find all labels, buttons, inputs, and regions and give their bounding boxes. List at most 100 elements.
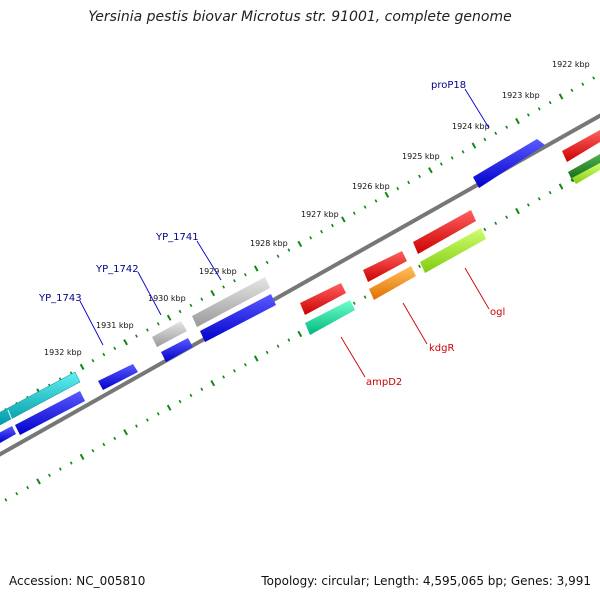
ruler-minor-tick (243, 273, 247, 277)
ruler-minor-tick (483, 227, 487, 232)
ruler-minor-tick (243, 363, 247, 367)
ruler-major-tick (166, 404, 172, 411)
ruler-major-tick (166, 314, 172, 321)
ruler-minor-tick (537, 107, 541, 111)
ruler-label-1923: 1923 kbp (502, 91, 540, 100)
ruler-minor-tick (494, 131, 498, 135)
ruler-label-1922: 1922 kbp (552, 60, 590, 69)
gene-label-yp1743[interactable]: YP_1743 (38, 293, 82, 304)
ruler-major-tick (341, 216, 346, 223)
ruler-minor-tick (233, 279, 236, 283)
ruler-label-1925: 1925 kbp (402, 152, 440, 161)
ruler-minor-tick (505, 215, 509, 219)
ruler-major-tick (558, 183, 564, 190)
ruler-minor-tick (265, 350, 269, 355)
gene-red-ogl-upper[interactable] (413, 210, 476, 254)
ruler-minor-tick (200, 387, 204, 391)
ruler-minor-tick (48, 473, 51, 477)
ruler-major-tick (210, 290, 216, 297)
gene-orange-kdgR[interactable] (369, 266, 416, 300)
ruler-minor-tick (233, 369, 236, 373)
ruler-minor-tick (309, 236, 313, 240)
gene-label-ogl[interactable]: ogl (490, 307, 505, 318)
ruler-minor-tick (189, 393, 193, 398)
ruler-minor-tick (418, 264, 421, 269)
gene-label-proP18[interactable]: proP18 (431, 80, 466, 91)
gene-red-ampD2-upper[interactable] (300, 283, 346, 315)
ruler-minor-tick (570, 178, 574, 182)
ruler-minor-tick (91, 359, 95, 363)
ruler-minor-tick (581, 82, 585, 86)
ruler-minor-tick (363, 205, 367, 209)
ruler-major-tick (123, 429, 128, 436)
ruler-major-tick (36, 478, 41, 485)
ruler-minor-tick (69, 461, 73, 465)
ruler-minor-tick (548, 190, 552, 195)
ruler-label-1931: 1931 kbp (96, 321, 134, 330)
ruler-minor-tick (363, 295, 367, 299)
ruler-major-tick (558, 93, 564, 100)
ruler-minor-tick (396, 186, 400, 191)
ruler-label-1930: 1930 kbp (148, 294, 186, 303)
ruler-minor-tick (58, 467, 62, 471)
ruler-minor-tick (156, 412, 160, 416)
ruler-major-tick (79, 453, 85, 460)
ruler-minor-tick (548, 100, 552, 105)
ruler-minor-tick (91, 449, 95, 453)
ruler-minor-tick (113, 346, 117, 351)
ruler-minor-tick (15, 492, 19, 496)
ruler-minor-tick (135, 424, 138, 428)
gene-blue-proP18[interactable] (473, 139, 545, 188)
gene-lime-ogl[interactable] (420, 228, 486, 273)
ruler-major-tick (384, 191, 390, 198)
accession-text: Accession: NC_005810 (9, 574, 146, 588)
ruler-minor-tick (200, 297, 204, 301)
ruler-minor-tick (407, 180, 411, 185)
gene-blue-left[interactable] (0, 391, 85, 443)
ruler-major-tick (210, 380, 216, 387)
ruler-minor-tick (178, 399, 182, 404)
gene-gray-yp1741[interactable] (192, 277, 270, 327)
ruler-minor-tick (352, 301, 356, 305)
ruler-minor-tick (439, 162, 443, 166)
reverse-strand-genes (300, 210, 486, 335)
label-connectors (79, 88, 490, 378)
gene-label-yp1741[interactable]: YP_1741 (155, 232, 199, 243)
ruler-label-1929: 1929 kbp (199, 267, 237, 276)
ruler-minor-tick (570, 88, 574, 92)
gene-gray-yp1742[interactable] (152, 321, 187, 347)
ruler-label-1926: 1926 kbp (352, 182, 390, 191)
ruler-minor-tick (276, 344, 280, 348)
ruler-major-tick (471, 142, 477, 149)
ruler-major-tick (515, 207, 520, 215)
gene-blue-yp1741[interactable] (200, 294, 276, 342)
ruler-minor-tick (320, 229, 323, 234)
gene-red-kdgR-upper[interactable] (363, 251, 407, 282)
ruler-minor-tick (331, 223, 334, 228)
map-title: Yersinia pestis biovar Microtus str. 910… (88, 9, 512, 25)
ruler-minor-tick (145, 328, 149, 332)
ruler-major-tick (253, 265, 259, 272)
gene-blue-yp1742[interactable] (161, 338, 193, 362)
ruler-minor-tick (4, 498, 8, 502)
gene-label-kdgR[interactable]: kdgR (429, 343, 454, 354)
gene-cyan-left[interactable] (0, 371, 81, 426)
ruler-label-1928: 1928 kbp (250, 239, 288, 248)
ruler-minor-tick (178, 309, 182, 314)
ruler-minor-tick (156, 322, 160, 326)
gene-label-yp1742[interactable]: YP_1742 (95, 264, 139, 275)
ruler-minor-tick (102, 442, 106, 447)
ruler-minor-tick (374, 199, 378, 203)
ruler-minor-tick (287, 248, 291, 252)
gene-lime-right[interactable] (572, 163, 600, 184)
ruler-major-tick (79, 363, 85, 370)
gene-teal-ampD2[interactable] (305, 300, 355, 335)
ruler-minor-tick (592, 76, 596, 80)
ruler-label-1924: 1924 kbp (452, 122, 490, 131)
gene-darkgreen-right[interactable] (568, 154, 600, 182)
gene-label-ampD2[interactable]: ampD2 (366, 377, 402, 388)
gene-blue-short[interactable] (98, 364, 138, 390)
gene-red-right[interactable] (562, 130, 600, 162)
ruler-minor-tick (537, 197, 541, 201)
